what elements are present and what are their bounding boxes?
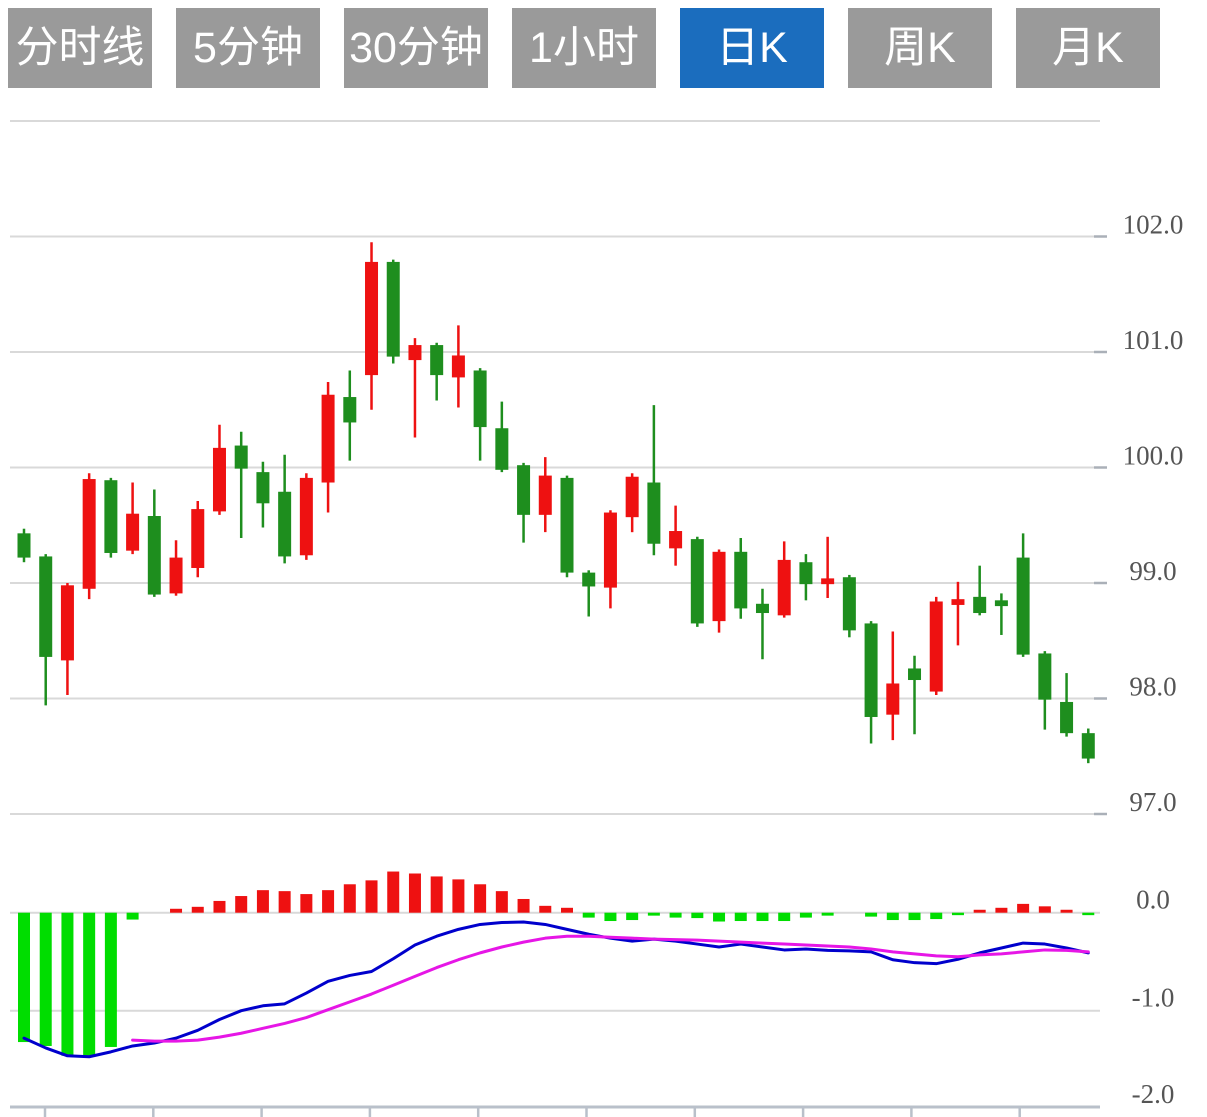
tab-bar: 分时线 5分钟 30分钟 1小时 日K 周K 月K [8,8,1160,88]
svg-text:-2.0: -2.0 [1132,1079,1175,1109]
svg-text:99.0: 99.0 [1129,556,1176,586]
tab-5min[interactable]: 5分钟 [176,8,320,88]
macd-panel: 0.0 -1.0 -2.0 [10,871,1175,1117]
tab-weekly-k[interactable]: 周K [848,8,992,88]
tab-daily-k[interactable]: 日K [680,8,824,88]
tab-30min[interactable]: 30分钟 [344,8,488,88]
tab-1hour[interactable]: 1小时 [512,8,656,88]
macd-histogram [18,871,1095,1057]
macd-gridlines [10,911,1100,1109]
price-gridlines [10,120,1107,816]
svg-text:0.0: 0.0 [1136,885,1170,915]
candlesticks [17,242,1095,764]
price-panel: 102.0 101.0 100.0 99.0 98.0 97.0 [10,120,1184,818]
svg-text:-1.0: -1.0 [1132,983,1175,1013]
tab-time-line[interactable]: 分时线 [8,8,152,88]
x-axis [43,1107,1021,1117]
svg-text:101.0: 101.0 [1123,325,1184,355]
dea-line [131,934,1090,1043]
tab-monthly-k[interactable]: 月K [1016,8,1160,88]
macd-axis-labels: 0.0 -1.0 -2.0 [1132,885,1175,1109]
svg-text:98.0: 98.0 [1129,672,1176,702]
svg-text:100.0: 100.0 [1123,441,1184,471]
price-axis-labels: 102.0 101.0 100.0 99.0 98.0 97.0 [1123,210,1184,818]
svg-text:97.0: 97.0 [1129,787,1176,817]
svg-text:102.0: 102.0 [1123,210,1184,240]
dif-line [22,920,1090,1059]
